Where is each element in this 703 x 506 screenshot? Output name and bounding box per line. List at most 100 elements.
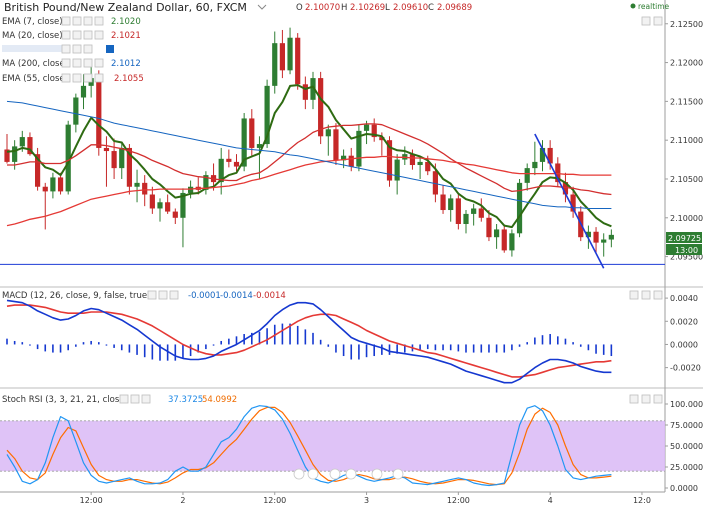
candle[interactable] xyxy=(65,120,71,195)
candle[interactable] xyxy=(394,154,400,195)
lock-icon[interactable] xyxy=(83,73,93,83)
close-icon[interactable] xyxy=(169,290,179,300)
candle[interactable] xyxy=(478,198,484,222)
candle[interactable] xyxy=(103,136,110,187)
maximize-icon[interactable] xyxy=(629,394,639,404)
candle[interactable] xyxy=(35,147,41,191)
eye-icon[interactable] xyxy=(61,30,71,40)
candle[interactable] xyxy=(310,71,316,110)
eye-icon[interactable] xyxy=(61,58,71,68)
candle[interactable] xyxy=(494,224,500,249)
candle[interactable] xyxy=(417,157,423,179)
lock-icon[interactable] xyxy=(83,58,93,68)
candle[interactable] xyxy=(593,227,599,253)
legend-hidden-indicator[interactable] xyxy=(2,44,114,54)
candle[interactable] xyxy=(463,210,469,234)
candle[interactable] xyxy=(455,194,461,230)
close-icon[interactable] xyxy=(141,394,151,404)
candle[interactable] xyxy=(302,76,308,110)
settings-icon[interactable] xyxy=(72,16,82,26)
lock-icon[interactable] xyxy=(83,30,93,40)
candle[interactable] xyxy=(256,136,263,179)
reset-view-icon[interactable] xyxy=(345,468,357,480)
candle[interactable] xyxy=(119,141,125,179)
candle[interactable] xyxy=(356,124,362,172)
settings-icon[interactable] xyxy=(72,58,82,68)
candle[interactable] xyxy=(295,33,301,90)
candle[interactable] xyxy=(509,229,515,257)
settings-icon[interactable] xyxy=(641,290,651,300)
candle[interactable] xyxy=(142,175,148,207)
candle[interactable] xyxy=(608,229,614,248)
maximize-icon[interactable] xyxy=(629,290,639,300)
close-icon[interactable] xyxy=(94,30,104,40)
candle[interactable] xyxy=(532,141,538,176)
close-icon[interactable] xyxy=(94,73,104,83)
eye-icon[interactable] xyxy=(61,16,71,26)
candle[interactable] xyxy=(50,172,56,199)
candle[interactable] xyxy=(111,138,117,179)
settings-icon[interactable] xyxy=(72,73,82,83)
candle[interactable] xyxy=(96,70,102,156)
candle[interactable] xyxy=(180,188,186,248)
scroll-controls[interactable] xyxy=(293,468,404,480)
candle[interactable] xyxy=(134,169,140,203)
legend-ma200[interactable]: MA (200, close) 2.1012 xyxy=(2,58,141,69)
candle[interactable] xyxy=(601,233,607,257)
scroll-right-icon[interactable] xyxy=(371,468,383,480)
candle[interactable] xyxy=(165,194,171,214)
candle[interactable] xyxy=(287,27,293,75)
candle[interactable] xyxy=(73,93,79,133)
settings-icon[interactable] xyxy=(130,394,140,404)
eye-icon[interactable] xyxy=(147,290,157,300)
scroll-end-icon[interactable] xyxy=(392,468,404,480)
scroll-left-icon[interactable] xyxy=(329,468,341,480)
candle[interactable] xyxy=(486,210,492,242)
close-icon[interactable] xyxy=(653,290,663,300)
candle[interactable] xyxy=(524,163,530,191)
lock-icon[interactable] xyxy=(83,44,93,54)
candle[interactable] xyxy=(325,124,331,156)
candle[interactable] xyxy=(157,198,163,222)
candle[interactable] xyxy=(440,185,446,214)
candle[interactable] xyxy=(516,178,523,238)
lock-icon[interactable] xyxy=(83,16,93,26)
zoom-in-icon[interactable] xyxy=(307,468,319,480)
eye-icon[interactable] xyxy=(61,44,71,54)
candle[interactable] xyxy=(249,109,255,156)
candle[interactable] xyxy=(27,132,33,156)
candle[interactable] xyxy=(42,182,48,230)
settings-icon[interactable] xyxy=(641,394,651,404)
candle[interactable] xyxy=(272,31,278,94)
legend-ema7[interactable]: EMA (7, close) 2.1020 xyxy=(2,16,141,27)
candle[interactable] xyxy=(233,154,240,172)
candle[interactable] xyxy=(203,171,209,195)
eye-icon[interactable] xyxy=(61,73,71,83)
candle[interactable] xyxy=(333,123,339,166)
candle[interactable] xyxy=(279,29,285,79)
candle[interactable] xyxy=(318,71,324,145)
settings-icon[interactable] xyxy=(72,30,82,40)
candle[interactable] xyxy=(539,140,546,172)
eye-icon[interactable] xyxy=(119,394,129,404)
candle[interactable] xyxy=(555,157,561,187)
settings-icon[interactable] xyxy=(641,16,651,26)
candle[interactable] xyxy=(363,120,370,145)
close-icon[interactable] xyxy=(653,16,663,26)
candle[interactable] xyxy=(371,118,377,142)
candle[interactable] xyxy=(448,194,454,222)
candle[interactable] xyxy=(172,208,178,224)
candle[interactable] xyxy=(80,74,87,110)
selected-indicator-icon[interactable] xyxy=(106,45,114,53)
candle[interactable] xyxy=(409,149,416,170)
candle[interactable] xyxy=(149,186,155,214)
close-icon[interactable] xyxy=(94,16,104,26)
legend-ma20[interactable]: MA (20, close) 2.1021 xyxy=(2,30,141,41)
candle[interactable] xyxy=(226,149,232,168)
settings-icon[interactable] xyxy=(72,44,82,54)
zoom-out-icon[interactable] xyxy=(293,468,305,480)
settings-icon[interactable] xyxy=(158,290,168,300)
candle[interactable] xyxy=(348,147,354,172)
candles[interactable] xyxy=(4,27,614,257)
candle[interactable] xyxy=(570,186,576,218)
